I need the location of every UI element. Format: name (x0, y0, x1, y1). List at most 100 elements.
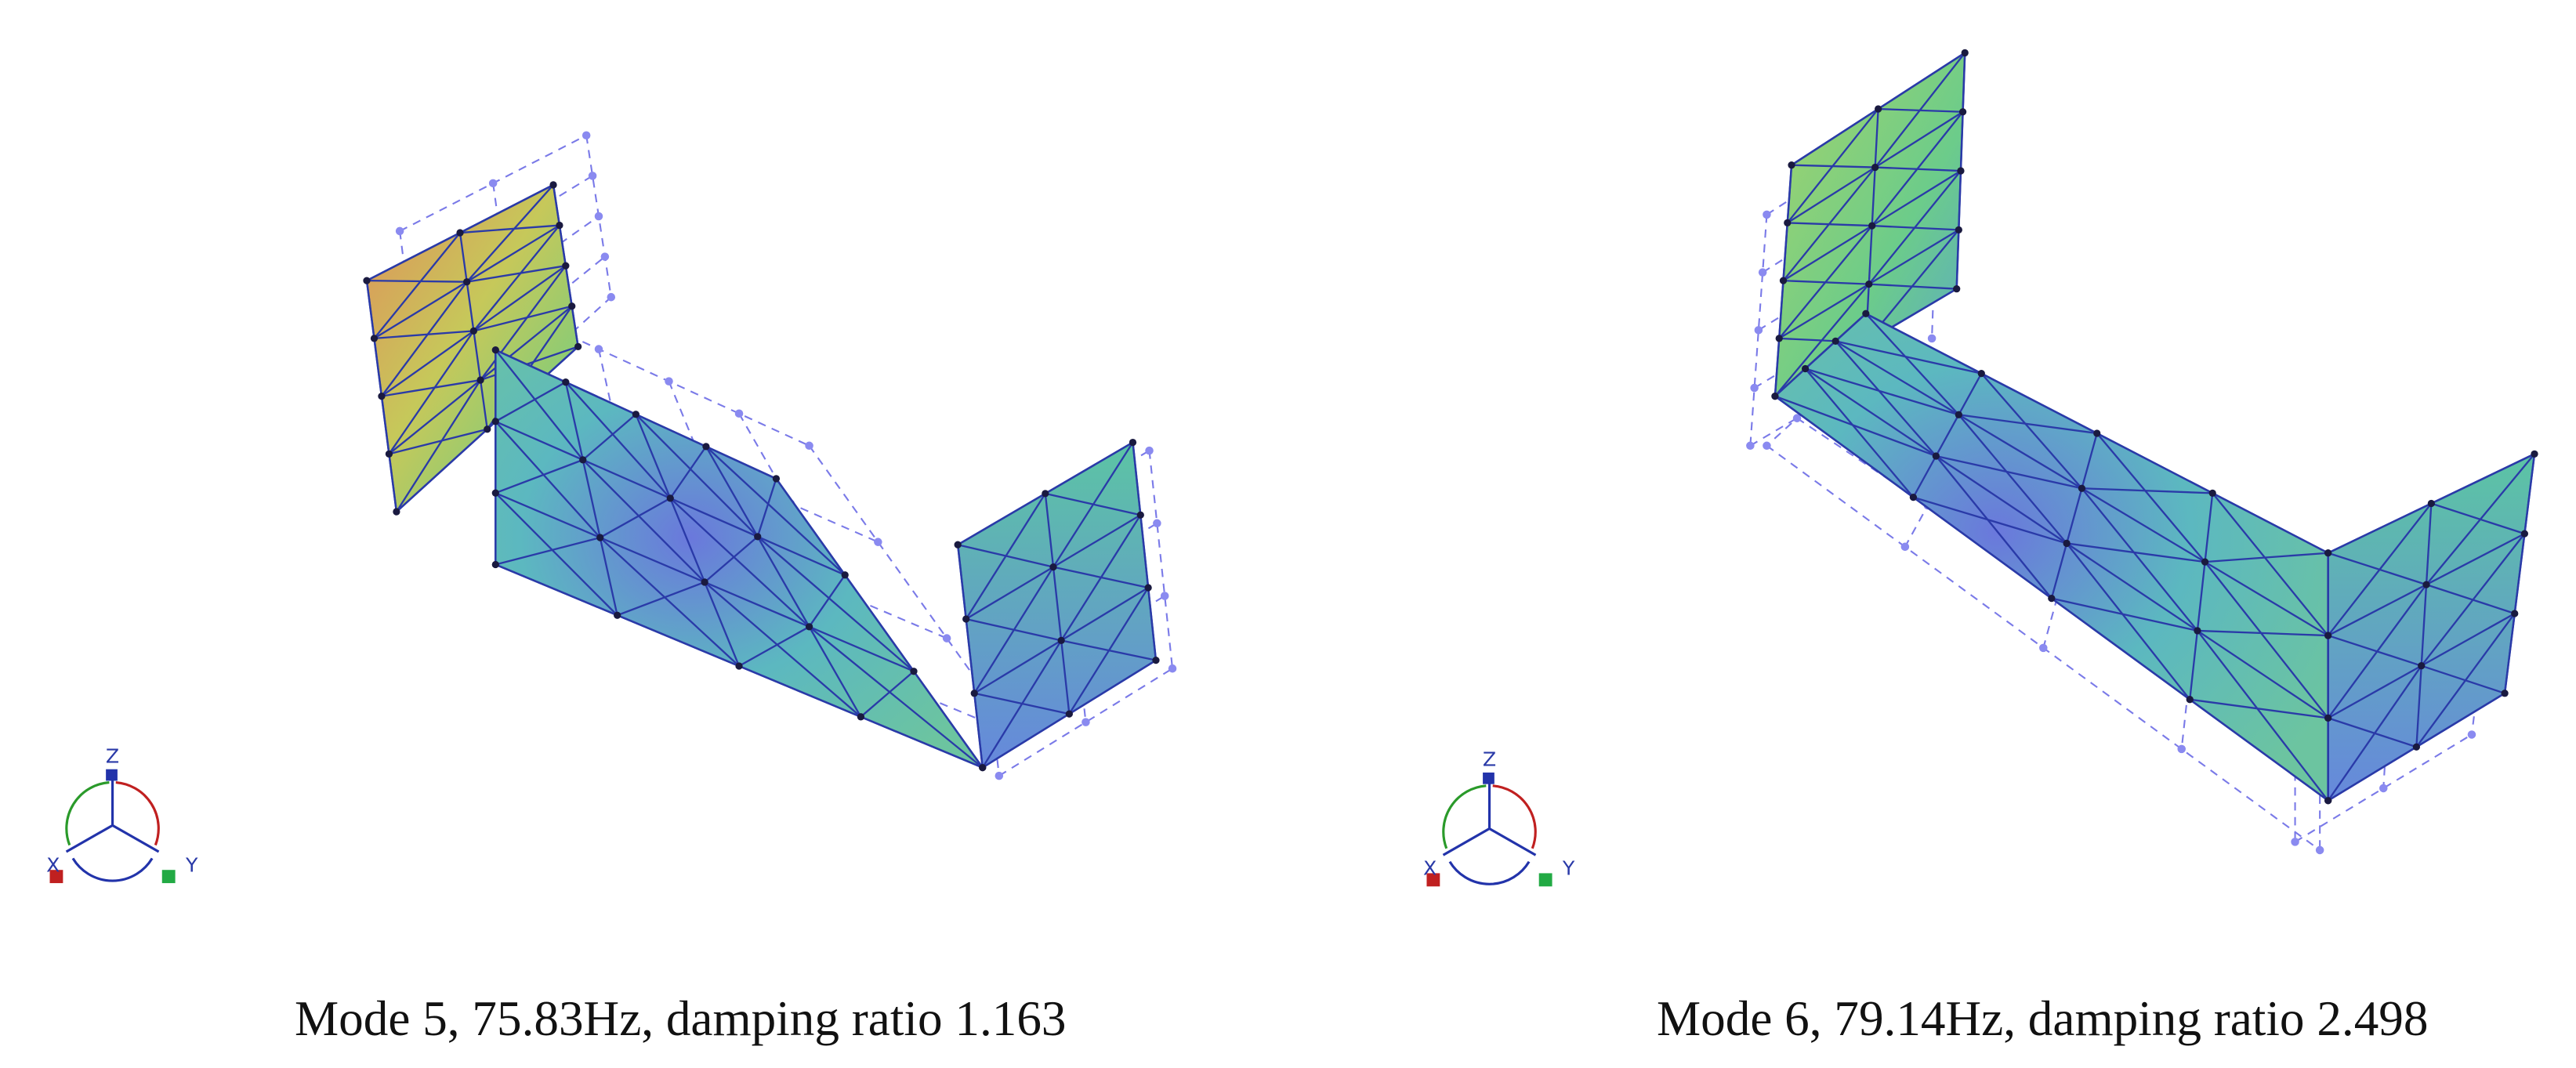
mesh-node (1961, 49, 1969, 57)
mesh-node (805, 623, 813, 631)
mesh-diagonal (2081, 487, 2213, 494)
triad-part (1448, 860, 1531, 885)
mesh-node (488, 179, 498, 188)
mesh-node (1932, 452, 1940, 460)
mesh-diagonal (860, 670, 915, 718)
axis-label-y: Y (1562, 857, 1575, 880)
mesh-node (1788, 161, 1795, 169)
mesh-node (666, 494, 674, 502)
mesh-node (1957, 167, 1965, 175)
mesh-line (957, 545, 984, 768)
mesh-diagonal (1778, 225, 1873, 339)
mesh-node (456, 229, 464, 237)
mesh-diagonal (2415, 613, 2516, 748)
mesh-diagonal (2421, 664, 2505, 694)
mesh-node (549, 181, 557, 189)
mesh-node (2422, 581, 2430, 588)
mesh-node (600, 252, 610, 261)
mesh-node (2324, 797, 2332, 805)
mesh-node (1136, 511, 1144, 519)
mesh-node (607, 292, 616, 302)
mesh-diagonal (1958, 414, 2068, 545)
mesh-diagonal (1958, 414, 2097, 435)
mesh-diagonal (473, 305, 573, 332)
mesh-panel (1773, 312, 2329, 803)
mesh-line (2415, 503, 2433, 748)
mesh-diagonal (389, 428, 488, 455)
mesh-diagonal (599, 537, 740, 667)
mesh-node (1868, 222, 1876, 230)
mesh-node (2418, 662, 2426, 670)
mesh-diagonal (981, 639, 1063, 769)
mesh-node (1955, 411, 1962, 418)
mesh-diagonal (965, 493, 1046, 620)
mesh-diagonal (2205, 552, 2328, 563)
mesh-node (2315, 845, 2324, 855)
axis-label-x: X (46, 853, 60, 876)
mesh-diagonal (1935, 455, 2052, 599)
mesh-diagonal (1805, 367, 1959, 416)
mesh-node (596, 534, 604, 541)
mesh-line (635, 414, 741, 667)
mesh-node (363, 277, 371, 284)
mesh-diagonal (1868, 170, 1962, 285)
mesh-diagonal (1980, 372, 2083, 489)
mesh-line (2295, 733, 2473, 843)
mesh-node (1168, 664, 1177, 673)
mesh-node (857, 713, 865, 721)
mesh-node (2324, 549, 2332, 557)
mesh-node (2511, 610, 2519, 617)
mesh-node (1152, 657, 1160, 664)
mesh-diagonal (2196, 630, 2329, 802)
mesh-diagonal (2066, 542, 2205, 563)
mesh-line (2503, 454, 2536, 693)
mesh-diagonal (395, 379, 482, 512)
mesh-node (491, 489, 499, 497)
mesh-diagonal (2426, 584, 2516, 615)
caption: Mode 6, 79.14Hz, damping ratio 2.498 (1657, 991, 2429, 1046)
mesh-line (1132, 442, 1158, 661)
mesh-node (954, 541, 962, 548)
triad-part (161, 870, 176, 884)
mesh-node (995, 771, 1004, 780)
mesh-diagonal (973, 567, 1054, 694)
mesh-node (1871, 163, 1879, 172)
triad-part (1483, 772, 1495, 784)
mesh-node (1953, 285, 1961, 293)
mesh-diagonal (2051, 597, 2198, 632)
mesh-node (2039, 643, 2048, 653)
mesh-node (562, 378, 570, 386)
mesh-node (614, 611, 621, 619)
mesh-node (370, 335, 379, 342)
mesh-line (705, 446, 862, 718)
mesh-node (1160, 592, 1169, 600)
mesh-diagonal (381, 281, 468, 397)
mesh-diagonal (366, 279, 467, 283)
mesh-node (2291, 838, 2299, 846)
mesh-diagonal (704, 581, 862, 718)
mesh-diagonal (374, 330, 474, 340)
mesh-node (1057, 636, 1065, 645)
triad-part (106, 769, 118, 781)
mesh-node (579, 456, 587, 464)
mesh-diagonal (582, 459, 705, 583)
mesh-node (2379, 784, 2388, 793)
mesh-diagonal (1774, 283, 1870, 397)
mesh-diagonal (466, 184, 554, 283)
mesh-node (568, 302, 576, 310)
mesh-line (2189, 493, 2214, 700)
mesh-node (841, 571, 849, 579)
mesh-node (1865, 280, 1873, 288)
axis-label-x: X (1423, 857, 1437, 880)
mesh-diagonal (2328, 634, 2422, 667)
mesh-node (1754, 326, 1763, 335)
triad-part (71, 857, 154, 882)
caption: Mode 5, 75.83Hz, damping ratio 1.163 (295, 991, 1067, 1046)
mesh-diagonal (1864, 313, 1960, 416)
triad-part (65, 776, 160, 853)
mesh-diagonal (495, 381, 567, 422)
mesh-node (1955, 226, 1962, 234)
mesh-node (1862, 310, 1870, 317)
mesh-diagonal (2420, 533, 2526, 667)
